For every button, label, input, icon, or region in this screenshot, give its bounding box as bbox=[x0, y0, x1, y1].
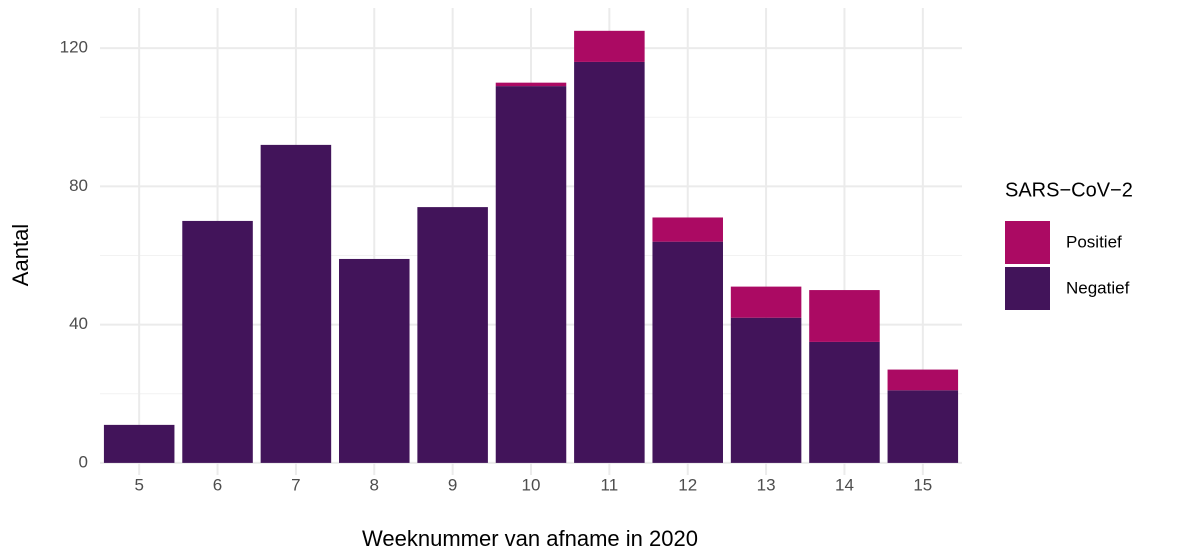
y-tick-label: 0 bbox=[79, 452, 88, 471]
x-tick-label: 6 bbox=[213, 475, 222, 494]
y-tick-label: 120 bbox=[60, 38, 88, 57]
x-tick-label: 13 bbox=[757, 475, 776, 494]
bar-segment bbox=[339, 258, 410, 463]
legend-swatch bbox=[1005, 267, 1050, 310]
bar-segment bbox=[495, 82, 567, 87]
bar-segment bbox=[417, 207, 488, 463]
x-tick-label: 8 bbox=[370, 475, 379, 494]
x-tick-label: 15 bbox=[913, 475, 932, 494]
x-tick-label: 11 bbox=[601, 475, 619, 494]
x-tick-label: 12 bbox=[678, 475, 697, 494]
x-tick-label: 5 bbox=[134, 475, 143, 494]
y-tick-label: 40 bbox=[69, 314, 88, 333]
bar-segment bbox=[574, 61, 645, 463]
bar-segment bbox=[809, 341, 880, 463]
x-tick-label: 9 bbox=[448, 475, 457, 494]
x-axis-title: Weeknummer van afname in 2020 bbox=[362, 526, 698, 551]
bar-segment bbox=[887, 390, 959, 463]
bar-segment bbox=[730, 317, 802, 463]
bar-segment bbox=[103, 424, 175, 463]
y-axis-title: Aantal bbox=[8, 224, 33, 286]
legend-swatch bbox=[1005, 221, 1050, 264]
legend-label: Negatief bbox=[1066, 278, 1130, 297]
bar-segment bbox=[652, 217, 723, 242]
bar-segment bbox=[809, 290, 880, 342]
bar-segment bbox=[260, 144, 332, 463]
bar-segment bbox=[495, 86, 567, 463]
x-tick-label: 7 bbox=[291, 475, 300, 494]
bar-segment bbox=[182, 220, 253, 463]
x-tick-label: 10 bbox=[522, 475, 541, 494]
legend-label: Positief bbox=[1066, 232, 1122, 251]
x-tick-label: 14 bbox=[835, 475, 854, 494]
bar-segment bbox=[887, 369, 959, 391]
y-tick-label: 80 bbox=[69, 176, 88, 195]
bar-segment bbox=[574, 30, 645, 62]
legend-title: SARS−CoV−2 bbox=[1005, 179, 1133, 201]
bar-segment bbox=[652, 241, 723, 463]
bar-segment bbox=[730, 286, 802, 318]
